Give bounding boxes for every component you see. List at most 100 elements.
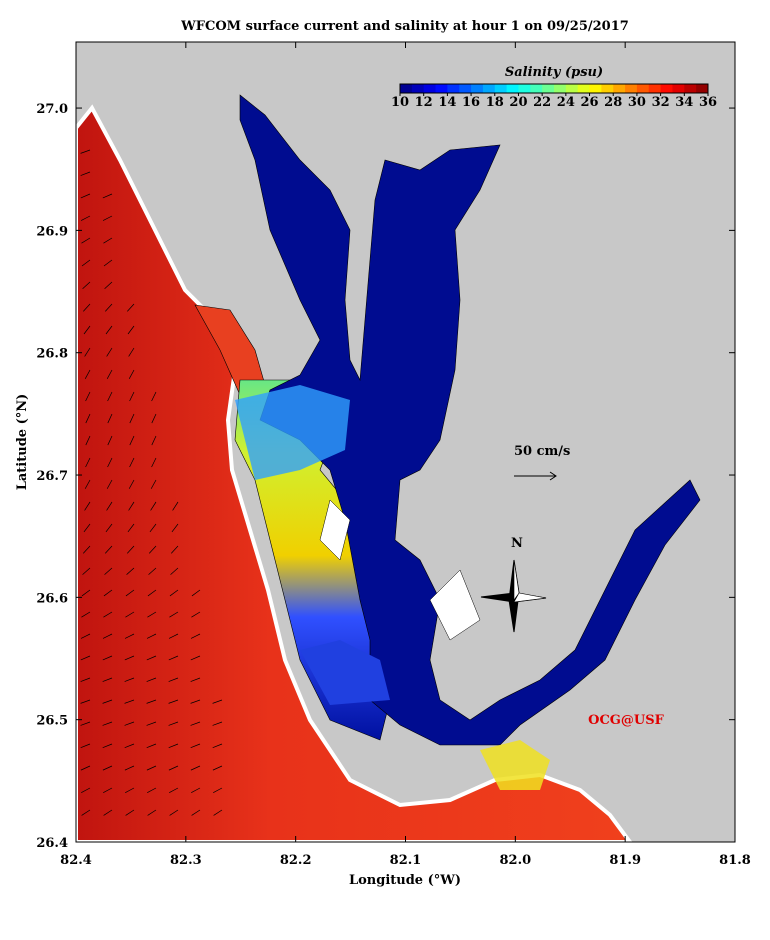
vector bbox=[146, 743, 157, 748]
colorbar-swatch bbox=[636, 84, 650, 93]
vector bbox=[82, 567, 91, 575]
vector bbox=[146, 765, 157, 771]
vector bbox=[83, 303, 91, 312]
colorbar-swatch bbox=[447, 84, 460, 93]
x-tick-label: 82.0 bbox=[499, 853, 531, 868]
vector bbox=[212, 743, 223, 748]
vector bbox=[105, 523, 113, 533]
colorbar-swatch bbox=[648, 84, 662, 93]
vector bbox=[102, 633, 113, 639]
vector bbox=[103, 611, 113, 618]
colorbar-tick-label: 18 bbox=[486, 95, 504, 110]
vector bbox=[168, 677, 179, 682]
vector bbox=[83, 325, 91, 335]
islands bbox=[319, 499, 481, 641]
vector bbox=[146, 677, 157, 682]
vector bbox=[82, 545, 91, 554]
colorbar-swatch bbox=[625, 84, 638, 93]
vector bbox=[168, 765, 179, 771]
vector bbox=[127, 523, 135, 533]
colorbar-title: Salinity (psu) bbox=[505, 65, 603, 80]
vector bbox=[80, 193, 91, 199]
colorbar-tick-label: 12 bbox=[415, 95, 433, 110]
colorbar-swatch bbox=[589, 84, 602, 93]
vector bbox=[80, 633, 91, 639]
vector bbox=[84, 347, 91, 357]
vector bbox=[80, 655, 91, 661]
vector bbox=[191, 611, 201, 618]
vector bbox=[127, 303, 135, 312]
vector bbox=[80, 743, 91, 748]
vector bbox=[107, 435, 113, 446]
vector bbox=[81, 787, 91, 794]
vector bbox=[212, 699, 223, 704]
colorbar-swatch bbox=[696, 84, 709, 93]
vector bbox=[125, 611, 135, 618]
vector bbox=[148, 545, 157, 554]
vector bbox=[151, 457, 157, 468]
vector bbox=[190, 633, 201, 639]
vector bbox=[128, 347, 135, 357]
north-label: N bbox=[511, 536, 523, 551]
colorbar-swatch bbox=[423, 84, 437, 93]
vector bbox=[213, 809, 223, 816]
vector bbox=[129, 413, 135, 424]
vector bbox=[103, 809, 113, 816]
vector bbox=[127, 325, 135, 335]
vector bbox=[190, 743, 201, 748]
credit: OCG@USF bbox=[588, 713, 664, 728]
vector bbox=[191, 589, 201, 597]
vector bbox=[128, 479, 135, 489]
y-tick-label: 26.5 bbox=[36, 714, 68, 729]
vector bbox=[106, 501, 113, 511]
vector bbox=[170, 545, 179, 554]
vector bbox=[104, 567, 113, 575]
vector bbox=[128, 369, 135, 379]
colorbar-tick-label: 28 bbox=[604, 95, 622, 110]
vector bbox=[102, 721, 113, 726]
x-tick-label: 82.3 bbox=[170, 853, 202, 868]
vector bbox=[103, 259, 113, 267]
vector bbox=[105, 325, 113, 335]
vector bbox=[190, 699, 201, 704]
vector bbox=[146, 655, 157, 661]
vector bbox=[148, 567, 157, 575]
colorbar-swatch bbox=[471, 84, 484, 93]
vector bbox=[80, 149, 91, 154]
vector bbox=[147, 589, 157, 597]
vector bbox=[190, 765, 201, 771]
vector bbox=[125, 787, 135, 794]
vector bbox=[169, 589, 179, 597]
vector bbox=[107, 457, 113, 468]
vector bbox=[172, 501, 179, 511]
vector bbox=[124, 699, 135, 704]
vector bbox=[80, 765, 91, 771]
vector bbox=[106, 347, 113, 357]
colorbar-swatch bbox=[482, 84, 496, 93]
colorbar-swatch bbox=[459, 84, 472, 93]
san-carlos-bay bbox=[300, 640, 390, 705]
x-tick-label: 81.9 bbox=[609, 853, 641, 868]
colorbar-swatch bbox=[554, 84, 567, 93]
colorbar-tick-label: 16 bbox=[462, 95, 480, 110]
x-axis-label: Longitude (°W) bbox=[349, 873, 461, 888]
vector bbox=[126, 567, 135, 575]
vector bbox=[150, 479, 157, 489]
colorbar-swatch bbox=[660, 84, 673, 93]
vector bbox=[129, 457, 135, 468]
vector bbox=[85, 457, 91, 468]
vector bbox=[80, 171, 91, 176]
vector bbox=[190, 721, 201, 726]
vector bbox=[124, 655, 135, 661]
vector bbox=[170, 567, 179, 575]
vector bbox=[124, 721, 135, 726]
vector bbox=[150, 501, 157, 511]
colorbar-swatch bbox=[672, 84, 685, 93]
colorbar-swatch bbox=[506, 84, 519, 93]
vector bbox=[107, 413, 113, 424]
colorbar-tick-label: 10 bbox=[391, 95, 409, 110]
vector bbox=[191, 809, 201, 816]
vector bbox=[84, 501, 91, 511]
x-tick-label: 82.1 bbox=[390, 853, 422, 868]
y-axis-label: Latitude (°N) bbox=[15, 394, 30, 491]
